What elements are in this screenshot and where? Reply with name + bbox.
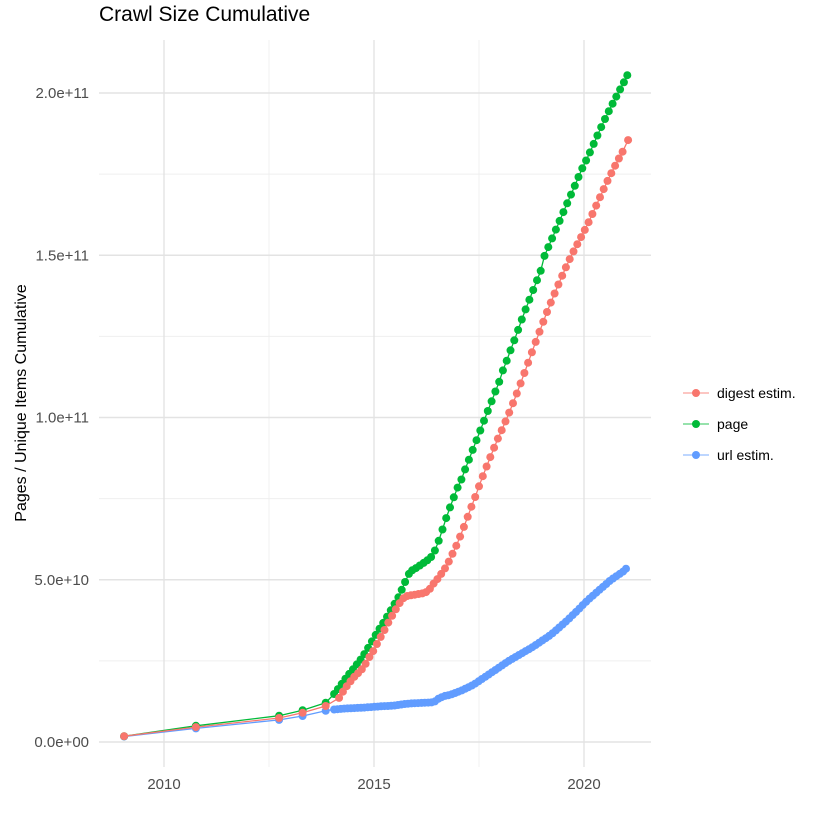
y-tick-label: 1.0e+11 bbox=[35, 410, 89, 427]
y-tick-label: 1.5e+11 bbox=[35, 247, 89, 264]
tick-labels: 0.0e+00 5.0e+10 1.0e+11 1.5e+11 2.0e+11 2010 2… bbox=[34, 85, 600, 793]
x-tick-label: 2020 bbox=[567, 776, 600, 793]
y-tick-label: 2.0e+11 bbox=[35, 85, 89, 102]
legend-label: page bbox=[717, 415, 749, 432]
legend-key-line-dot-icon bbox=[683, 450, 709, 459]
y-tick-label: 0.0e+00 bbox=[34, 734, 89, 751]
legend-item-url-estim: url estim. bbox=[681, 439, 796, 470]
legend: digest estim. page url estim. bbox=[681, 377, 796, 470]
legend-item-page: page bbox=[681, 408, 796, 439]
series-url-estim bbox=[120, 564, 630, 741]
legend-label: digest estim. bbox=[717, 384, 796, 401]
legend-key-line-dot-icon bbox=[683, 388, 709, 397]
series-digest-estim bbox=[120, 136, 633, 741]
series-page bbox=[120, 71, 632, 741]
gridlines-major bbox=[99, 40, 651, 767]
legend-item-digest-estim: digest estim. bbox=[681, 377, 796, 408]
legend-key-line-dot-icon bbox=[683, 419, 709, 428]
legend-label: url estim. bbox=[717, 446, 774, 463]
y-axis-title: Pages / Unique Items Cumulative bbox=[13, 284, 30, 522]
y-tick-label: 5.0e+10 bbox=[34, 572, 89, 589]
chart-title: Crawl Size Cumulative bbox=[99, 3, 311, 26]
gridlines-minor bbox=[99, 40, 651, 767]
x-tick-label: 2015 bbox=[357, 776, 390, 793]
x-tick-label: 2010 bbox=[147, 776, 180, 793]
